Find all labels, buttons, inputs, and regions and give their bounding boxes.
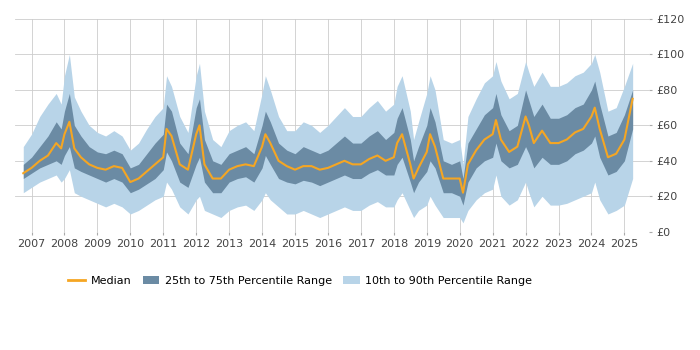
Legend: Median, 25th to 75th Percentile Range, 10th to 90th Percentile Range: Median, 25th to 75th Percentile Range, 1… [64,271,537,290]
